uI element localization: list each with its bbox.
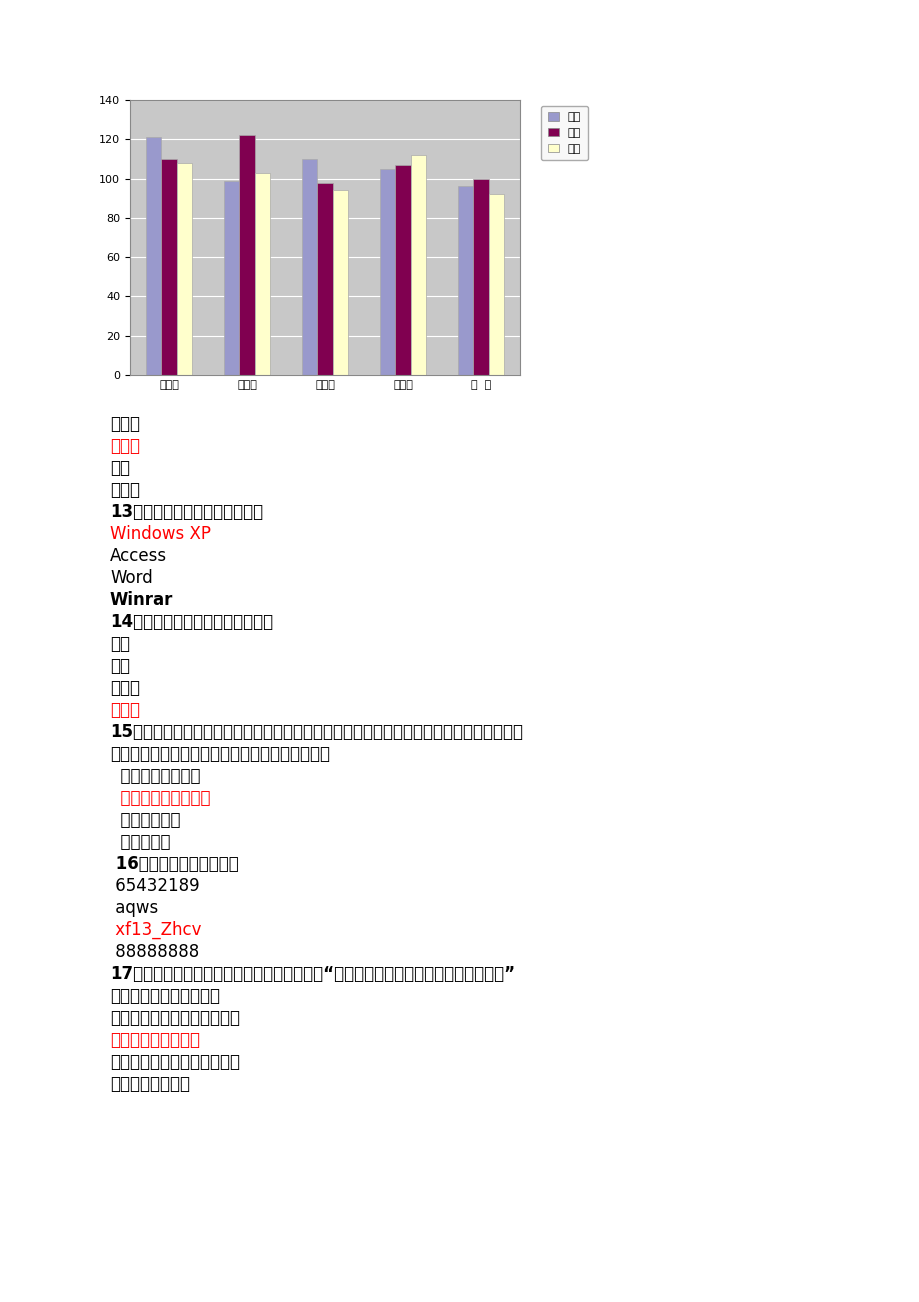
Bar (161, 159, 176, 375)
Text: Windows XP: Windows XP (110, 525, 210, 543)
Text: 可以随意告知网友自己的信息: 可以随意告知网友自己的信息 (110, 1009, 240, 1027)
Text: 13、下列属于操作系统软件的是: 13、下列属于操作系统软件的是 (110, 503, 263, 521)
Text: 这句话的理解，正确的是: 这句话的理解，正确的是 (110, 987, 220, 1005)
Bar (395, 165, 411, 375)
Text: 检查电子邮筱: 检查电子邮筱 (110, 811, 180, 829)
Bar (380, 169, 395, 375)
Text: 键盘: 键盘 (110, 635, 130, 654)
Text: 88888888: 88888888 (110, 943, 199, 961)
Bar (317, 182, 333, 375)
Legend: 语文, 数学, 英语: 语文, 数学, 英语 (540, 105, 587, 160)
Text: xf13_Zhcv: xf13_Zhcv (110, 921, 201, 939)
Text: 重新安装操作系统: 重新安装操作系统 (110, 767, 200, 785)
Bar (145, 137, 161, 375)
Bar (472, 178, 488, 375)
Text: 故障的可能性后，可以优先选择的排除故障方法是: 故障的可能性后，可以优先选择的排除故障方法是 (110, 745, 330, 763)
Text: 14、下列属于计算机输出设备的是: 14、下列属于计算机输出设备的是 (110, 613, 273, 631)
Bar (239, 135, 255, 375)
Bar (488, 194, 504, 375)
Text: 条形图: 条形图 (110, 415, 140, 434)
Text: 15、李明打开一份来历不明的电子邮件后，发现电脑运行速度慢了许多。排除了计算机设备: 15、李明打开一份来历不明的电子邮件后，发现电脑运行速度慢了许多。排除了计算机设… (110, 723, 522, 741)
Text: Word: Word (110, 569, 153, 587)
Text: 用杀毒软件查杀病毒: 用杀毒软件查杀病毒 (110, 789, 210, 807)
Text: Winrar: Winrar (110, 591, 173, 609)
Text: 不能通过网络聊天: 不能通过网络聊天 (110, 1075, 190, 1092)
Text: Access: Access (110, 547, 167, 565)
Bar (301, 159, 317, 375)
Bar (457, 186, 472, 375)
Text: 柱形图: 柱形图 (110, 437, 140, 454)
Text: 折线图: 折线图 (110, 480, 140, 499)
Bar (176, 163, 192, 375)
Text: 显示器: 显示器 (110, 700, 140, 719)
Text: 16、下列最安全的密码是: 16、下列最安全的密码是 (110, 855, 239, 874)
Text: aqws: aqws (110, 898, 158, 917)
Bar (411, 155, 425, 375)
Text: 不轻易泄露个人信息: 不轻易泄露个人信息 (110, 1031, 199, 1049)
Text: 65432189: 65432189 (110, 878, 199, 894)
Bar (223, 181, 239, 375)
Bar (333, 190, 348, 375)
Bar (255, 173, 270, 375)
Text: 17、下列对于《全国青少年网络文明公约》中“要增强自我保护意识，不随意约会网友”: 17、下列对于《全国青少年网络文明公约》中“要增强自我保护意识，不随意约会网友” (110, 965, 515, 983)
Text: 鼠标: 鼠标 (110, 658, 130, 674)
Text: 饼图: 饼图 (110, 460, 130, 477)
Text: 可以随意通过网络与网友交谈: 可以随意通过网络与网友交谈 (110, 1053, 240, 1072)
Text: 格式化硬盘: 格式化硬盘 (110, 833, 170, 852)
Text: 扫描仪: 扫描仪 (110, 680, 140, 697)
